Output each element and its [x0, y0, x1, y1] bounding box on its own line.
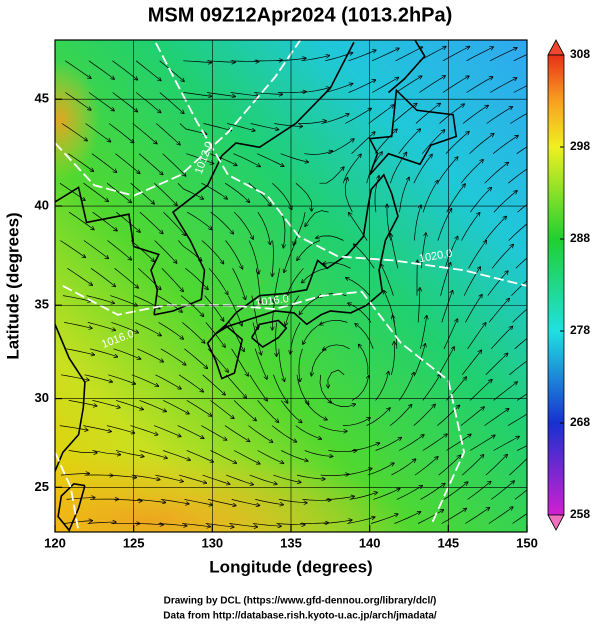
title: MSM 09Z12Apr2024 (1013.2hPa): [148, 4, 453, 26]
y-tick-label: 40: [35, 197, 49, 212]
colorbar-tick-label: 288: [570, 231, 590, 245]
colorbar-tick-label: 298: [570, 139, 590, 153]
footer-line: Drawing by DCL (https://www.gfd-dennou.o…: [164, 596, 437, 607]
y-tick-label: 45: [35, 91, 49, 106]
colorbar-bottom-arrow: [548, 515, 564, 530]
x-tick-label: 120: [44, 535, 66, 550]
y-tick-label: 25: [35, 479, 49, 494]
x-tick-label: 135: [280, 535, 302, 550]
y-label: Latitude (degrees): [3, 212, 22, 359]
colorbar-tick-label: 258: [570, 507, 590, 521]
footer-line: Data from http://database.rish.kyoto-u.a…: [163, 611, 437, 622]
x-tick-label: 125: [123, 535, 145, 550]
x-tick-label: 130: [201, 535, 223, 550]
colorbar-tick-label: 268: [570, 415, 590, 429]
colorbar: [548, 55, 564, 515]
colorbar-top-arrow: [548, 40, 564, 55]
x-tick-label: 145: [437, 535, 459, 550]
x-tick-label: 150: [516, 535, 538, 550]
y-tick-label: 35: [35, 297, 49, 312]
colorbar-tick-label: 308: [570, 47, 590, 61]
x-tick-label: 140: [359, 535, 381, 550]
x-label: Longitude (degrees): [209, 557, 372, 576]
y-tick-label: 30: [35, 390, 49, 405]
colorbar-tick-label: 278: [570, 323, 590, 337]
